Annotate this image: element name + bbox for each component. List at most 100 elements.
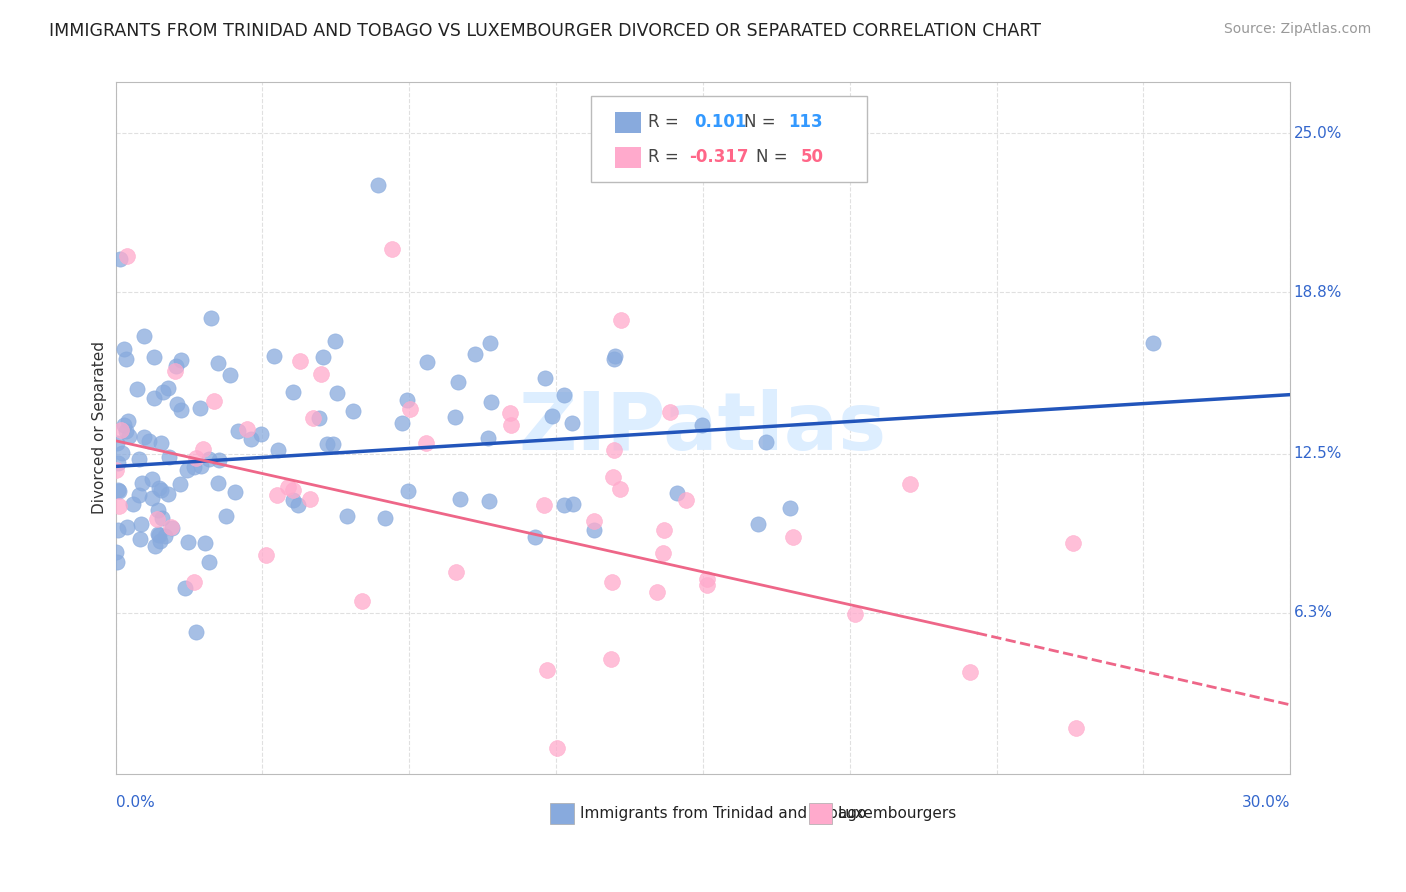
Point	[207, 476, 229, 491]
Point	[326, 386, 349, 401]
Point	[312, 351, 335, 365]
Point	[138, 434, 160, 448]
Text: IMMIGRANTS FROM TRINIDAD AND TOBAGO VS LUXEMBOURGER DIVORCED OR SEPARATED CORREL: IMMIGRANTS FROM TRINIDAD AND TOBAGO VS L…	[49, 22, 1042, 40]
Point	[256, 549, 278, 563]
Point	[118, 429, 141, 443]
Text: Luxembourgers: Luxembourgers	[838, 806, 957, 821]
Point	[283, 384, 305, 399]
Point	[396, 392, 419, 407]
Point	[553, 388, 575, 402]
Point	[191, 442, 214, 456]
Point	[142, 350, 165, 364]
Point	[111, 445, 134, 459]
Point	[479, 395, 502, 409]
Point	[561, 416, 583, 430]
Point	[115, 248, 138, 262]
Text: N =: N =	[756, 148, 793, 166]
Point	[690, 417, 713, 432]
Point	[288, 354, 311, 368]
Bar	[614, 112, 641, 133]
Point	[219, 368, 242, 382]
Point	[143, 391, 166, 405]
Point	[444, 410, 467, 425]
Point	[112, 342, 135, 356]
Point	[602, 575, 624, 590]
Point	[228, 424, 250, 438]
Point	[149, 436, 172, 450]
Point	[283, 483, 305, 497]
Point	[176, 463, 198, 477]
Point	[108, 499, 131, 513]
Point	[162, 521, 184, 535]
Bar	[808, 803, 832, 824]
Point	[477, 431, 499, 445]
Point	[342, 404, 364, 418]
Point	[651, 546, 673, 560]
Point	[367, 178, 389, 193]
Point	[105, 436, 128, 450]
Point	[582, 515, 605, 529]
Point	[197, 451, 219, 466]
Point	[156, 381, 179, 395]
Point	[127, 383, 149, 397]
Point	[224, 485, 246, 500]
Point	[416, 355, 439, 369]
Point	[747, 517, 769, 532]
Text: Source: ZipAtlas.com: Source: ZipAtlas.com	[1223, 22, 1371, 37]
Point	[170, 403, 193, 417]
Point	[107, 483, 129, 497]
Text: 12.5%: 12.5%	[1294, 446, 1343, 461]
Point	[309, 368, 332, 382]
Point	[104, 544, 127, 558]
Text: ZIPatlas: ZIPatlas	[519, 389, 887, 467]
Point	[605, 349, 627, 363]
Point	[170, 352, 193, 367]
Point	[323, 334, 346, 348]
Y-axis label: Divorced or Separated: Divorced or Separated	[93, 342, 107, 515]
Point	[128, 452, 150, 467]
Point	[169, 476, 191, 491]
Point	[444, 566, 467, 580]
Point	[146, 512, 169, 526]
Text: Immigrants from Trinidad and Tobago: Immigrants from Trinidad and Tobago	[579, 806, 866, 821]
Point	[308, 411, 330, 425]
Point	[190, 459, 212, 474]
Point	[202, 393, 225, 408]
Point	[536, 664, 558, 678]
Point	[107, 456, 129, 470]
Point	[782, 530, 804, 544]
Text: R =: R =	[648, 148, 683, 166]
Point	[540, 409, 562, 423]
Text: R =: R =	[648, 113, 683, 131]
Text: N =: N =	[744, 113, 780, 131]
Point	[1066, 721, 1088, 735]
Point	[523, 529, 546, 543]
Point	[160, 520, 183, 534]
Point	[131, 476, 153, 491]
Point	[533, 498, 555, 512]
Point	[277, 480, 299, 494]
Point	[112, 417, 135, 432]
Point	[562, 496, 585, 510]
Point	[143, 539, 166, 553]
Point	[148, 481, 170, 495]
Point	[478, 336, 501, 351]
Point	[374, 510, 396, 524]
Point	[156, 486, 179, 500]
Point	[603, 351, 626, 366]
Point	[287, 498, 309, 512]
Point	[381, 242, 404, 256]
Point	[128, 488, 150, 502]
Point	[603, 442, 626, 457]
Point	[658, 405, 681, 419]
Point	[165, 359, 187, 373]
Point	[122, 497, 145, 511]
Text: 30.0%: 30.0%	[1241, 795, 1291, 810]
Point	[250, 427, 273, 442]
Point	[959, 665, 981, 680]
Point	[159, 450, 181, 464]
FancyBboxPatch shape	[592, 95, 868, 182]
Point	[173, 581, 195, 595]
Point	[146, 527, 169, 541]
Point	[166, 397, 188, 411]
